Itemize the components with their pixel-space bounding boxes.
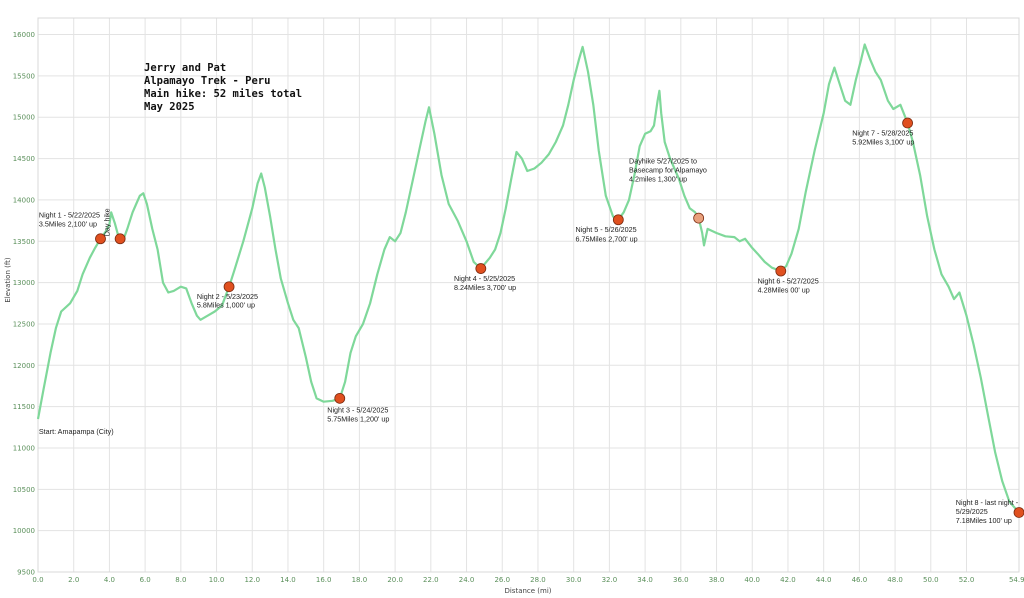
y-tick-label: 10500 <box>13 486 35 494</box>
x-axis-label: Distance (mi) <box>504 587 551 595</box>
annotation-label: Night 2 - 5/23/2025 <box>197 292 258 301</box>
y-tick-label: 12000 <box>13 362 35 370</box>
annotation-label: 5/29/2025 <box>956 507 988 516</box>
y-tick-label: 13500 <box>13 238 35 246</box>
x-tick-label: 18.0 <box>352 576 368 584</box>
x-tick-label: 42.0 <box>780 576 796 584</box>
x-tick-label: 50.0 <box>923 576 939 584</box>
x-tick-label: 44.0 <box>816 576 832 584</box>
x-tick-label: 32.0 <box>602 576 618 584</box>
y-tick-label: 12500 <box>13 320 35 328</box>
annotation-label: Night 7 - 5/28/2025 <box>852 128 913 137</box>
annotation-label: Basecamp for Alpamayo <box>629 166 707 175</box>
y-tick-label: 14000 <box>13 196 35 204</box>
x-tick-label: 40.0 <box>744 576 760 584</box>
y-tick-label: 10000 <box>13 527 35 535</box>
x-tick-label: 36.0 <box>673 576 689 584</box>
y-tick-label: 9500 <box>17 569 35 577</box>
chart-title: Jerry and Pat Alpamayo Trek - Peru Main … <box>144 62 302 113</box>
y-tick-label: 16000 <box>13 31 35 39</box>
y-tick-label: 13000 <box>13 279 35 287</box>
x-tick-label: 10.0 <box>209 576 225 584</box>
elevation-line <box>36 43 1020 514</box>
x-tick-label: 14.0 <box>280 576 296 584</box>
x-tick-label: 24.0 <box>459 576 475 584</box>
x-tick-label: 26.0 <box>494 576 510 584</box>
annotation-label: Night 3 - 5/24/2025 <box>327 405 388 414</box>
series-layer <box>36 43 1020 514</box>
x-tick-label: 22.0 <box>423 576 439 584</box>
x-tick-label: 4.0 <box>104 576 115 584</box>
x-tick-label: 6.0 <box>140 576 151 584</box>
y-axis-label: Elevation (ft) <box>4 257 12 303</box>
x-tick-label: 20.0 <box>387 576 403 584</box>
x-tick-label: 0.0 <box>32 576 43 584</box>
x-tick-label: 8.0 <box>175 576 186 584</box>
campsite-marker <box>334 392 346 404</box>
annotation-label: 4.28Miles 00' up <box>758 286 810 295</box>
annotation-label: 7.18Miles 100' up <box>956 516 1012 525</box>
campsite-marker <box>114 233 126 245</box>
annotation-label: Start: Amapampa (City) <box>39 427 114 436</box>
annotation-label: Night 4 - 5/25/2025 <box>454 274 515 283</box>
x-tick-label: 12.0 <box>244 576 260 584</box>
annotation-label: Night 1 - 5/22/2025 <box>39 210 100 219</box>
x-tick-label: 54.94 <box>1009 576 1024 584</box>
annotation-label: 5.75Miles 1,200' up <box>327 415 389 424</box>
x-tick-label: 16.0 <box>316 576 332 584</box>
annotation-label: Dayhike 5/27/2025 to <box>629 157 697 166</box>
y-tick-label: 14500 <box>13 155 35 163</box>
annotation-label: 3.5Miles 2,100' up <box>39 219 97 228</box>
grid <box>37 17 1020 573</box>
y-tick-label: 11500 <box>13 403 35 411</box>
title-line-3: Main hike: 52 miles total <box>144 88 302 100</box>
annotation-label: Night 5 - 5/26/2025 <box>575 225 636 234</box>
x-tick-label: 28.0 <box>530 576 546 584</box>
x-tick-label: 38.0 <box>709 576 725 584</box>
campsite-marker <box>95 233 106 245</box>
annotation-label: Night 8 - last night - <box>956 498 1019 507</box>
annotation-label: 6.75Miles 2,700' up <box>575 234 637 243</box>
marker-layer <box>95 117 1024 518</box>
campsite-marker <box>1013 507 1024 518</box>
y-tick-label: 15500 <box>13 72 35 80</box>
annotation-label: Night 6 - 5/27/2025 <box>758 276 819 285</box>
annotation-label: 8.24Miles 3,700' up <box>454 283 516 292</box>
title-line-4: May 2025 <box>144 101 195 113</box>
annotation-label: Day hike <box>102 208 111 236</box>
annotation-label: 5.8Miles 1,000' up <box>197 300 255 309</box>
x-tick-label: 46.0 <box>852 576 868 584</box>
x-tick-label: 34.0 <box>637 576 653 584</box>
x-tick-label: 30.0 <box>566 576 582 584</box>
plot-frame <box>37 17 1020 573</box>
campsite-marker <box>693 212 705 224</box>
annotation-label: 5.92Miles 3,100' up <box>852 138 914 147</box>
tick-labels: 0.0 2.0 4.0 6.0 8.0 10.0 12.0 14.0 16.0 18.0 20.0 2… <box>13 31 1024 584</box>
title-line-2: Alpamayo Trek - Peru <box>144 75 270 87</box>
y-tick-label: 11000 <box>13 444 35 452</box>
title-line-1: Jerry and Pat <box>144 62 226 74</box>
campsite-marker <box>475 263 487 274</box>
campsite-marker <box>902 117 913 129</box>
x-tick-label: 52.0 <box>959 576 975 584</box>
x-tick-label: 48.0 <box>887 576 903 584</box>
campsite-marker <box>775 265 787 277</box>
campsite-marker <box>612 214 624 226</box>
y-tick-label: 15000 <box>13 114 35 122</box>
x-tick-label: 2.0 <box>68 576 79 584</box>
campsite-marker <box>223 281 235 293</box>
annotation-label: 4.2miles 1,300' up <box>629 175 687 184</box>
